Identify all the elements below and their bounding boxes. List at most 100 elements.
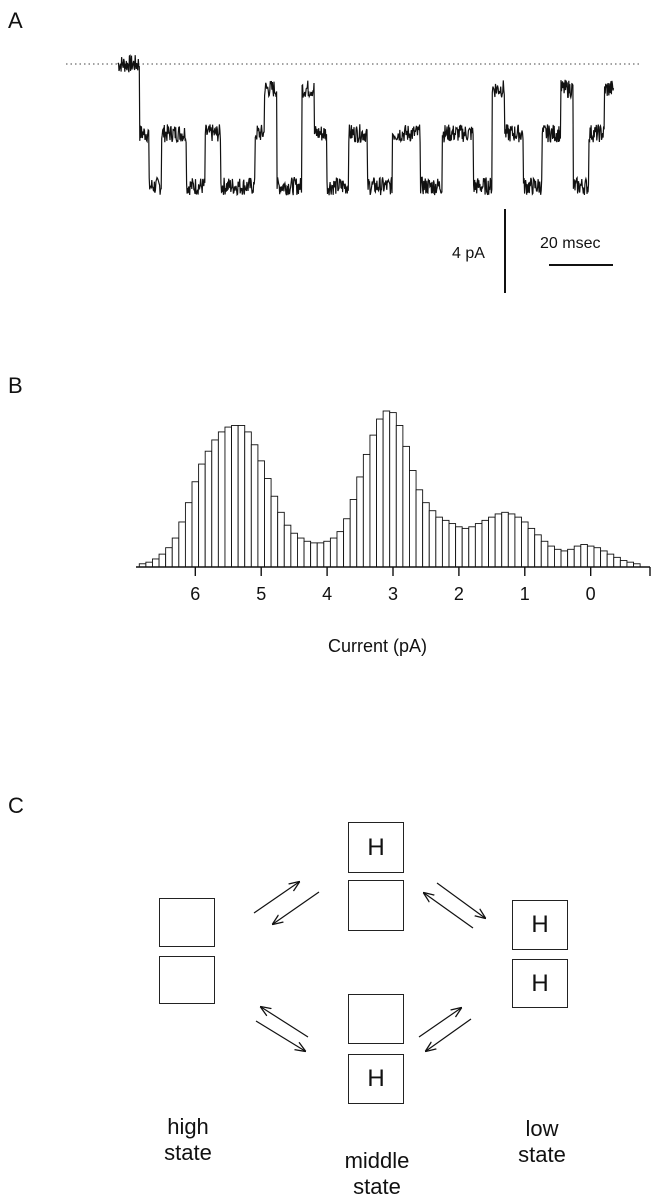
histogram-bar [395, 425, 404, 568]
histogram-bar [547, 545, 555, 568]
histogram-bar [250, 444, 259, 568]
middle-lower-site-h: H [348, 1054, 404, 1104]
histogram-bar [409, 470, 417, 568]
histogram-bar [389, 412, 397, 568]
histogram-bar [316, 542, 325, 568]
histogram-bar [554, 548, 562, 568]
middle-lower-site-empty [348, 994, 404, 1044]
low-state-site-h-bottom: H [512, 959, 568, 1008]
histogram-bar [270, 495, 279, 568]
histogram-bar [415, 489, 424, 568]
histogram-bar [362, 453, 371, 568]
histogram-bar [297, 537, 305, 568]
histogram-bar [198, 463, 206, 568]
histogram-bar [178, 521, 186, 568]
histogram-bar [422, 502, 430, 568]
histogram-bar [534, 534, 542, 568]
current-amplitude-histogram [136, 410, 651, 576]
histogram-bar [336, 531, 345, 568]
histogram-bar [224, 426, 233, 568]
histogram-bar [211, 439, 219, 568]
x-axis-title: Current (pA) [328, 636, 428, 656]
histogram-bar [217, 431, 226, 568]
histogram-bar [376, 418, 384, 568]
histogram-bar [488, 516, 496, 568]
histogram-bar [461, 527, 470, 568]
histogram-bar [540, 540, 549, 568]
low-state-text: low state [518, 1116, 566, 1167]
histogram-bar [468, 526, 476, 568]
histogram-bar [501, 511, 509, 568]
x-tick-label: 0 [585, 584, 596, 604]
histogram-bar [191, 481, 200, 568]
scalebar-time-line [549, 264, 613, 266]
histogram-bar [237, 425, 246, 568]
x-axis-ticks [194, 567, 651, 576]
histogram-bar [573, 545, 582, 568]
histogram-bar [626, 561, 634, 568]
histogram-bar [329, 537, 338, 568]
scalebar-current-line [504, 209, 506, 293]
histogram-bar [580, 544, 588, 568]
x-tick-label: 6 [190, 584, 201, 604]
histogram-bar [435, 516, 443, 568]
histogram-bar [448, 523, 457, 568]
arrow-pair-high-middle-lower [255, 1007, 309, 1051]
histogram-bar [264, 478, 272, 568]
histogram-bar [310, 542, 318, 568]
x-tick-label: 5 [256, 584, 267, 604]
histogram-bar [349, 498, 358, 568]
histogram-bar [560, 550, 569, 568]
high-state-text: high state [164, 1114, 212, 1165]
histogram-bar [356, 476, 364, 568]
high-state-site-bottom [159, 956, 215, 1004]
x-tick-label: 1 [519, 584, 530, 604]
histogram-bar [244, 431, 252, 568]
histogram-bar [257, 460, 265, 568]
panel-b-label: B [8, 373, 23, 398]
single-channel-current-trace [66, 54, 640, 197]
trace-path [117, 54, 615, 197]
histogram-bar [521, 521, 529, 568]
histogram-bar [481, 519, 489, 568]
histogram-bar [494, 513, 503, 568]
histogram-bars [138, 410, 641, 568]
histogram-bar [290, 532, 298, 568]
x-tick-label: 3 [387, 584, 399, 604]
histogram-bar [586, 545, 595, 568]
arrow-pair-middle-lower-low [418, 1008, 472, 1051]
middle-state-text: middle state [344, 1148, 410, 1199]
histogram-bar [382, 410, 391, 568]
histogram-bar [303, 540, 312, 568]
histogram-bar [369, 434, 377, 568]
histogram-bar [455, 526, 463, 568]
arrow-pair-high-middle-upper [253, 882, 320, 924]
histogram-bar [277, 511, 285, 568]
histogram-bar [323, 540, 331, 568]
histogram-bar [593, 547, 602, 568]
histogram-bar [600, 550, 608, 568]
high-state-label: high state [140, 1114, 236, 1166]
histogram-bar [152, 558, 160, 568]
histogram-bar [283, 524, 292, 568]
histogram-bar [527, 527, 536, 568]
high-state-site-top [159, 898, 215, 947]
middle-upper-site-h: H [348, 822, 404, 873]
histogram-bar [184, 502, 193, 568]
scalebar-current-label: 4 pA [452, 245, 485, 262]
histogram-bar [171, 537, 180, 568]
equilibrium-arrows [253, 850, 656, 1150]
x-tick-label: 2 [453, 584, 464, 604]
panel-c-label: C [8, 793, 24, 818]
histogram-bar [567, 548, 575, 568]
panel-a-label: A [8, 8, 23, 33]
x-tick-label: 4 [322, 584, 333, 604]
low-state-site-h-top: H [512, 900, 568, 950]
histogram-bar [441, 519, 450, 568]
histogram-bar [204, 450, 213, 568]
middle-state-label: middle state [322, 1148, 432, 1200]
histogram-bar [613, 556, 621, 568]
arrow-pair-middle-upper-low [424, 882, 485, 929]
histogram-bar [145, 561, 153, 568]
histogram-bar [158, 553, 167, 568]
